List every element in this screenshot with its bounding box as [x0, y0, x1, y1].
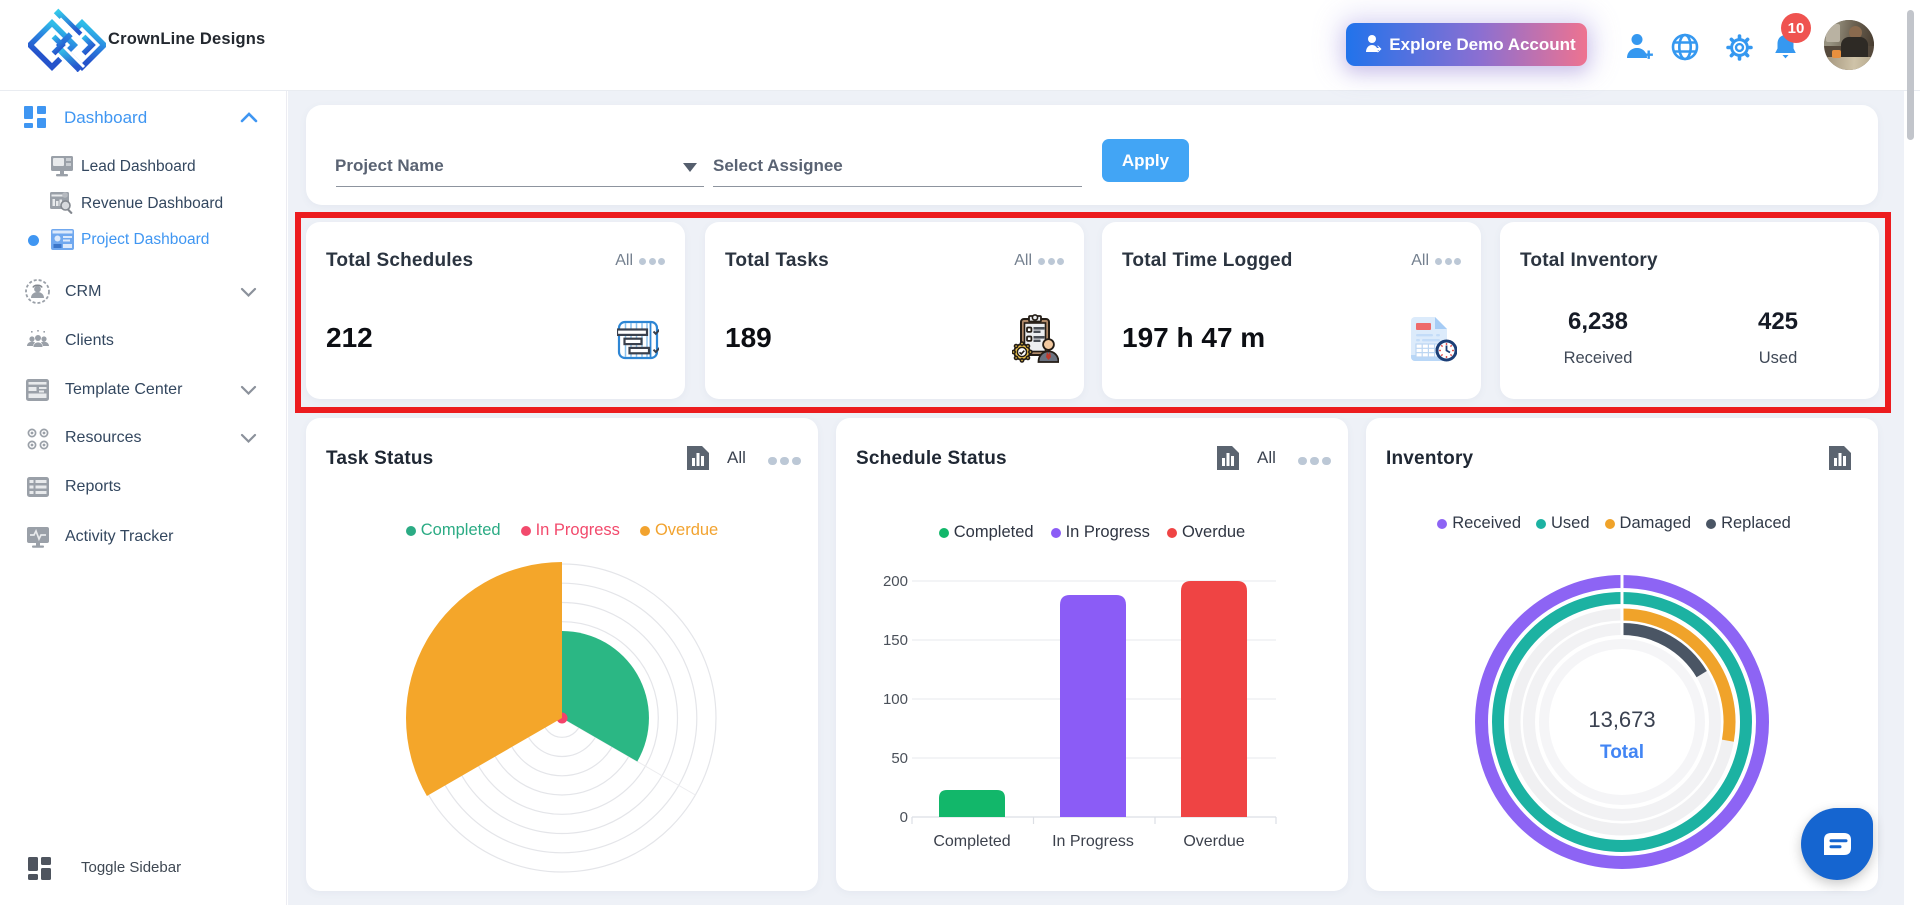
svg-text:50: 50: [891, 750, 908, 767]
svg-text:Total: Total: [1600, 742, 1644, 763]
svg-text:100: 100: [883, 691, 908, 708]
svg-text:Completed: Completed: [933, 833, 1010, 850]
svg-text:0: 0: [900, 809, 908, 826]
svg-text:200: 200: [883, 573, 908, 590]
svg-text:150: 150: [883, 632, 908, 649]
svg-text:In Progress: In Progress: [1052, 833, 1134, 850]
svg-text:Overdue: Overdue: [1183, 833, 1244, 850]
svg-text:13,673: 13,673: [1588, 707, 1655, 732]
